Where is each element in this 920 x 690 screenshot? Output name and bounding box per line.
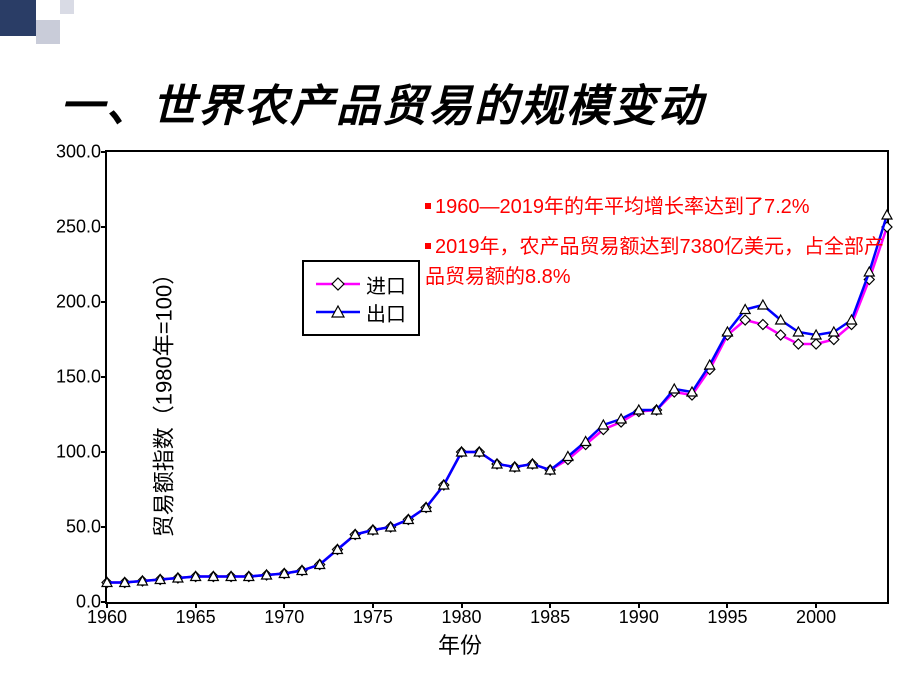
x-tick-label: 1970	[264, 607, 304, 628]
y-tick-label: 300.0	[56, 142, 101, 163]
legend-item: 出口	[316, 298, 406, 326]
y-tick-label: 150.0	[56, 367, 101, 388]
x-tick-label: 1965	[176, 607, 216, 628]
x-tick-label: 1985	[530, 607, 570, 628]
legend-label: 进口	[366, 270, 406, 299]
marker-进口	[793, 339, 803, 349]
y-tick-label: 100.0	[56, 442, 101, 463]
trade-index-chart: 贸易额指数（1980年=100） 年份 0.050.0100.0150.0200…	[25, 140, 895, 660]
x-axis-label: 年份	[438, 628, 482, 660]
page-title: 一、世界农产品贸易的规模变动	[60, 70, 880, 134]
x-tick-label: 1975	[353, 607, 393, 628]
legend-item: 进口	[316, 270, 406, 298]
marker-出口	[758, 300, 768, 309]
legend: 进口出口	[302, 260, 420, 336]
annotation-0: 1960—2019年的年平均增长率达到了7.2%	[425, 192, 885, 222]
marker-进口	[811, 339, 821, 349]
y-tick-label: 250.0	[56, 217, 101, 238]
x-tick-label: 1990	[619, 607, 659, 628]
annotation-1: 2019年，农产品贸易额达到7380亿美元，占全部产品贸易额的8.8%	[425, 232, 885, 292]
x-tick-label: 1995	[707, 607, 747, 628]
y-tick-label: 200.0	[56, 292, 101, 313]
x-tick-label: 2000	[796, 607, 836, 628]
x-tick-label: 1960	[87, 607, 127, 628]
x-tick-label: 1980	[442, 607, 482, 628]
y-tick-label: 50.0	[66, 517, 101, 538]
legend-label: 出口	[366, 298, 406, 327]
slide-corner-decoration	[0, 0, 130, 50]
plot-area: 0.050.0100.0150.0200.0250.0300.019601965…	[105, 150, 889, 604]
